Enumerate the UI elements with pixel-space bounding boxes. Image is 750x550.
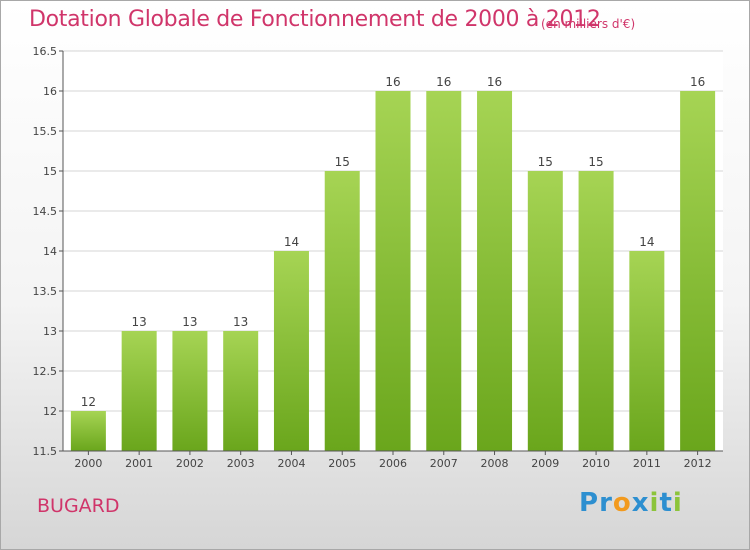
bar (578, 171, 614, 451)
logo-letter: r (599, 488, 613, 518)
chart-unit: (en milliers d'€) (541, 17, 636, 31)
y-tick-label: 12 (43, 405, 57, 418)
logo-letter: P (579, 488, 600, 518)
x-tick-label: 2005 (328, 457, 356, 470)
bars (70, 91, 716, 451)
x-tick-label: 2011 (633, 457, 661, 470)
logo-letter: t (659, 488, 673, 518)
bar (223, 331, 259, 451)
bar (375, 91, 411, 451)
proxiti-logo: Proxiti (579, 488, 683, 518)
y-tick-label: 15.5 (33, 125, 58, 138)
bar (324, 171, 360, 451)
y-tick-label: 11.5 (33, 445, 58, 458)
bar-value-label: 14 (284, 235, 299, 249)
bar (527, 171, 563, 451)
bar (172, 331, 208, 451)
logo-letter: x (631, 488, 650, 518)
bar (477, 91, 513, 451)
bar (426, 91, 462, 451)
bar (629, 251, 665, 451)
x-tick-label: 2008 (481, 457, 509, 470)
x-tick-label: 2010 (582, 457, 610, 470)
bar-value-label: 16 (690, 75, 705, 89)
y-tick-label: 14.5 (33, 205, 58, 218)
x-tick-label: 2001 (125, 457, 153, 470)
bar-value-label: 16 (385, 75, 400, 89)
bar-value-label: 14 (639, 235, 654, 249)
bar (121, 331, 157, 451)
logo-letter: i (672, 488, 683, 518)
y-tick-label: 13 (43, 325, 57, 338)
bar-value-label: 16 (487, 75, 502, 89)
labels: 11.5 12 12.5 13 13.5 14 14.5 15 15.5 16 16.5 12 2000… (33, 45, 712, 470)
x-tick-label: 2006 (379, 457, 407, 470)
logo-letter: i (649, 488, 660, 518)
y-tick-label: 15 (43, 165, 57, 178)
logo-letter: o (612, 488, 632, 518)
bar-value-label: 16 (436, 75, 451, 89)
bar-value-label: 13 (233, 315, 248, 329)
x-tick-label: 2007 (430, 457, 458, 470)
x-tick-label: 2009 (531, 457, 559, 470)
bar-value-label: 13 (132, 315, 147, 329)
bar-value-label: 15 (538, 155, 553, 169)
axes (59, 50, 723, 455)
x-tick-label: 2012 (684, 457, 712, 470)
commune-name: BUGARD (37, 495, 120, 517)
bar-value-label: 15 (335, 155, 350, 169)
y-tick-label: 12.5 (33, 365, 58, 378)
y-tick-label: 13.5 (33, 285, 58, 298)
bar-value-label: 15 (588, 155, 603, 169)
bar (70, 411, 106, 451)
chart-title: Dotation Globale de Fonctionnement de 20… (29, 7, 601, 32)
x-tick-label: 2002 (176, 457, 204, 470)
y-tick-label: 14 (43, 245, 57, 258)
y-tick-label: 16 (43, 85, 57, 98)
bar-value-label: 12 (81, 395, 96, 409)
x-tick-label: 2004 (277, 457, 305, 470)
bar (680, 91, 716, 451)
bar-value-label: 13 (182, 315, 197, 329)
x-tick-label: 2000 (74, 457, 102, 470)
x-tick-label: 2003 (227, 457, 255, 470)
bar (273, 251, 309, 451)
y-tick-label: 16.5 (33, 45, 58, 58)
